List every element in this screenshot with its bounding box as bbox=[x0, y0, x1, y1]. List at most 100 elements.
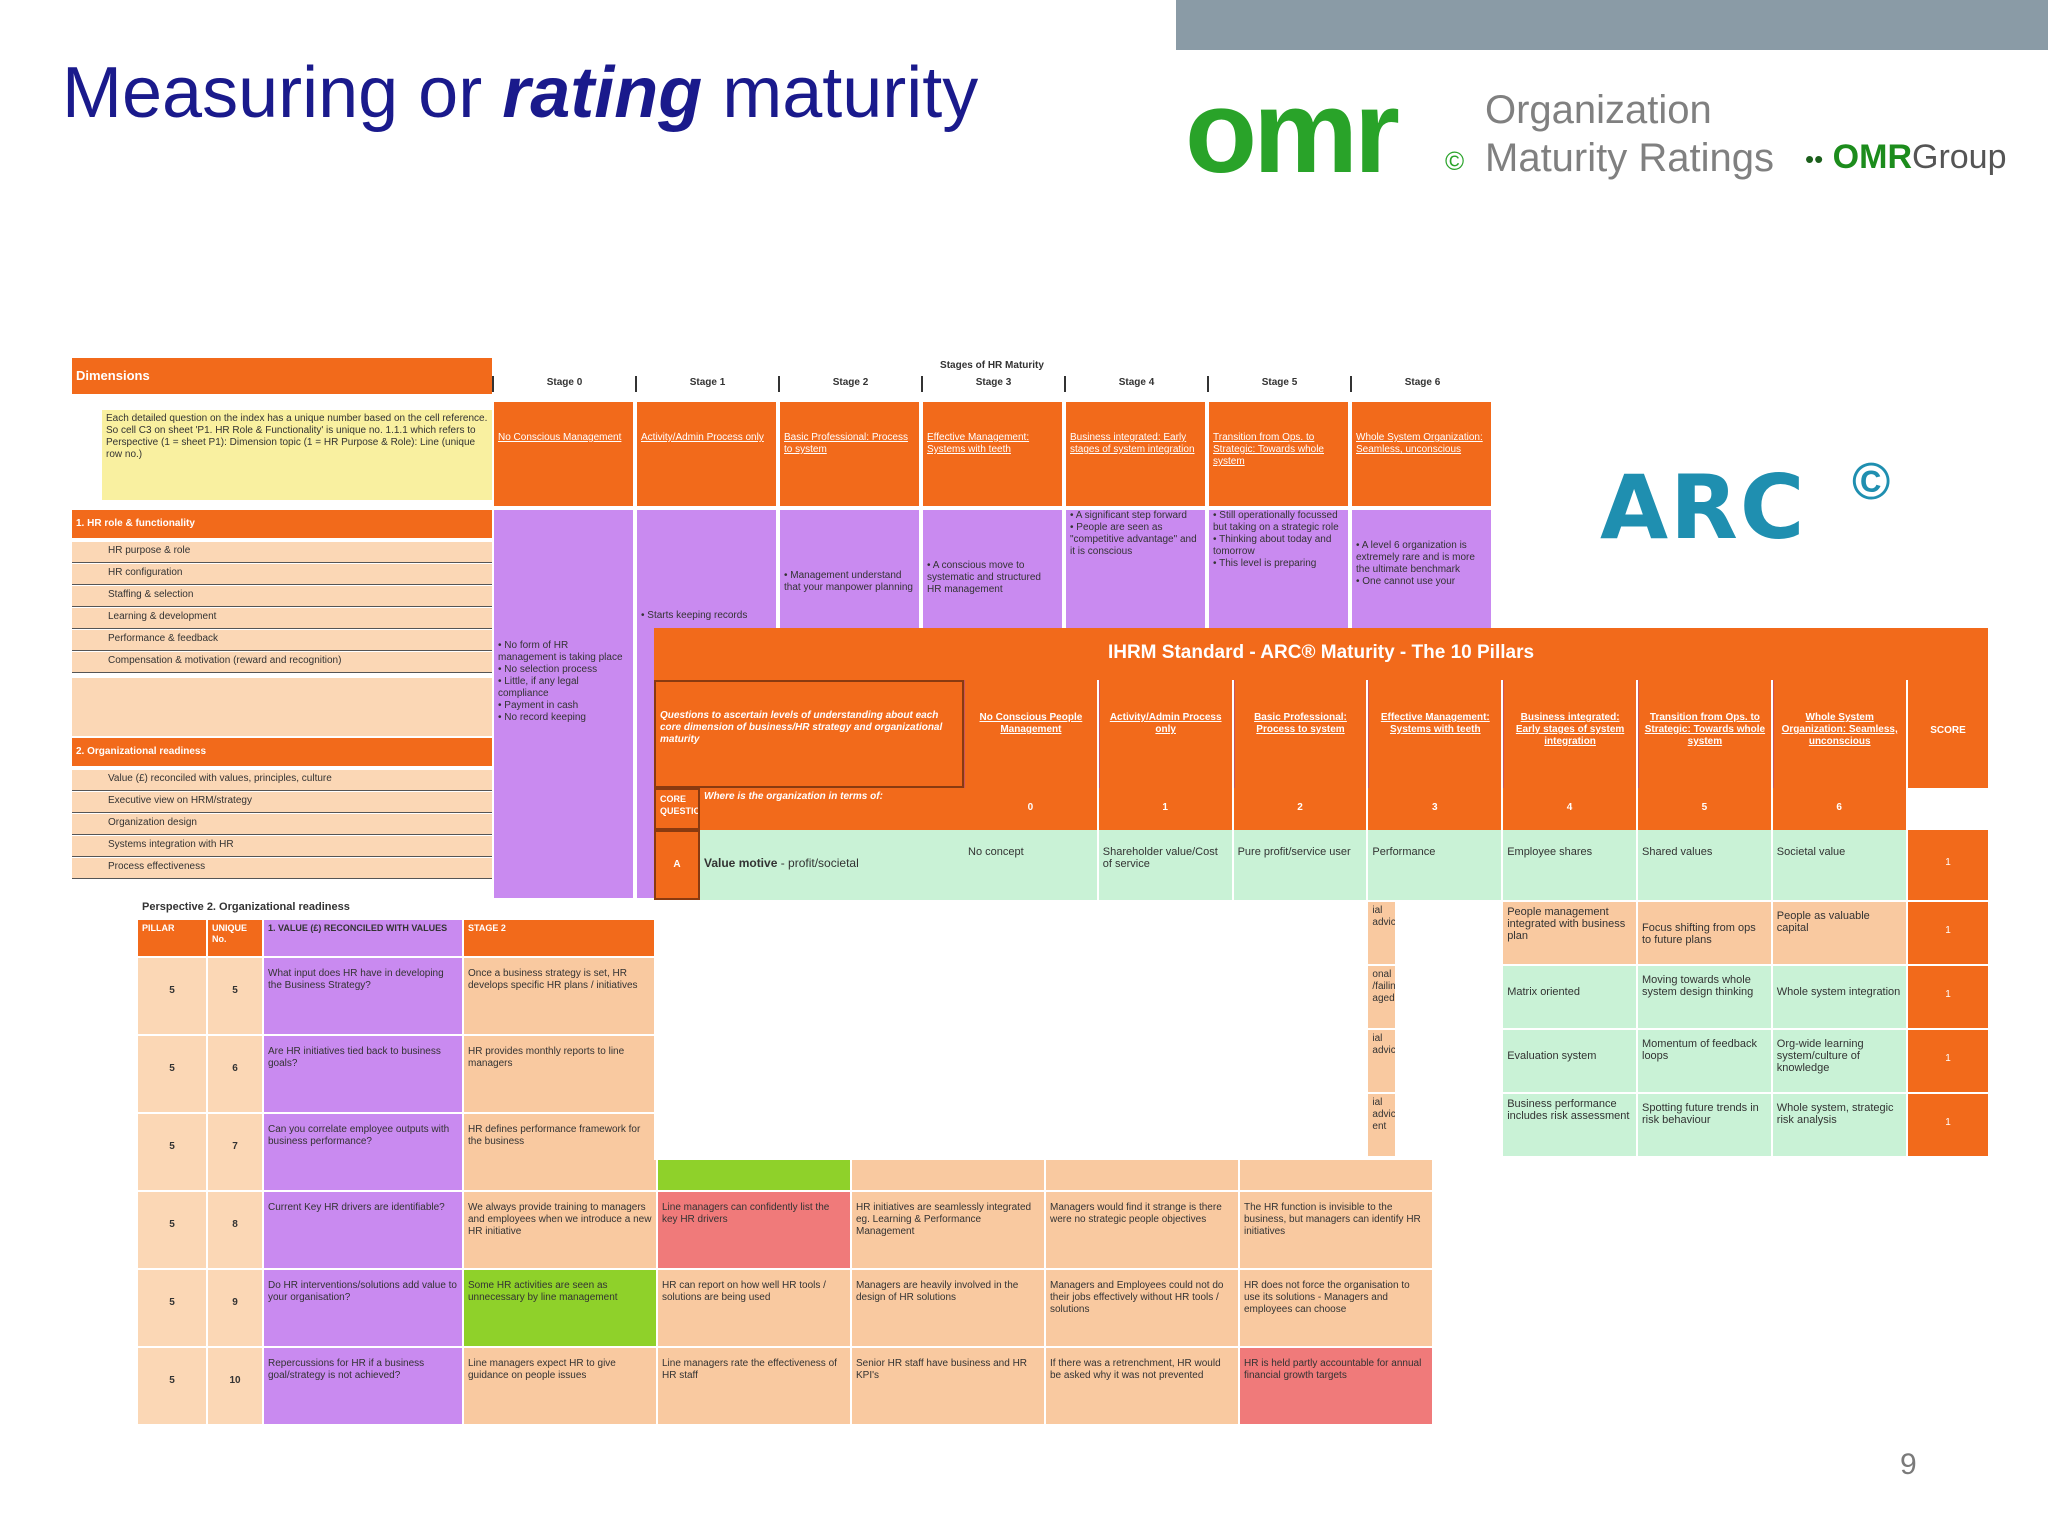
stage-header: Stage 2 bbox=[778, 376, 921, 392]
section2-item: Process effectiveness bbox=[72, 858, 492, 879]
row-label-bold: Value motive bbox=[704, 856, 778, 870]
section2-header: 2. Organizational readiness bbox=[72, 738, 492, 766]
pillar-extra-cell: Business performance includes risk asses… bbox=[1503, 1094, 1636, 1156]
persp-cell: 9 bbox=[208, 1270, 262, 1346]
pillar-row-value: Performance bbox=[1368, 830, 1502, 900]
section1-item: Staffing & selection bbox=[72, 586, 492, 607]
stage-name: Basic Professional: Process to system bbox=[780, 402, 919, 506]
persp-cell: Are HR initiatives tied back to business… bbox=[264, 1036, 462, 1112]
pillar-level: 0 bbox=[964, 788, 1097, 830]
title-emphasis: rating bbox=[502, 53, 703, 133]
persp-cell: 7 bbox=[208, 1114, 262, 1190]
stage-header: Stage 5 bbox=[1207, 376, 1350, 392]
persp-cell: 6 bbox=[208, 1036, 262, 1112]
title-text-2: maturity bbox=[702, 53, 979, 133]
persp-cell: If there was a retrenchment, HR would be… bbox=[1046, 1348, 1238, 1424]
persp-cell: 10 bbox=[208, 1348, 262, 1424]
score-cell: 1 bbox=[1908, 1030, 1988, 1092]
pillar-col-header: No Conscious People Management bbox=[964, 680, 1097, 788]
score-header: SCORE bbox=[1908, 680, 1988, 788]
persp-cell: 5 bbox=[138, 1348, 206, 1424]
header-band bbox=[1176, 0, 2048, 50]
pillar-extra-cell: People as valuable capital bbox=[1772, 902, 1906, 964]
score-cell: 1 bbox=[1908, 1094, 1988, 1156]
section2-item: Value (£) reconciled with values, princi… bbox=[72, 770, 492, 791]
persp-cell: Current Key HR drivers are identifiable? bbox=[264, 1192, 462, 1268]
stage-name: Activity/Admin Process only bbox=[637, 402, 776, 506]
persp-cell: We always provide training to managers a… bbox=[464, 1192, 656, 1268]
persp-cell: 8 bbox=[208, 1192, 262, 1268]
pillar-col-header: Effective Management: Systems with teeth bbox=[1368, 680, 1502, 788]
pillar-row-value: Shared values bbox=[1638, 830, 1771, 900]
title-text-1: Measuring or bbox=[62, 53, 503, 133]
pillar-row-value: Employee shares bbox=[1503, 830, 1636, 900]
section2-item: Executive view on HRM/strategy bbox=[72, 792, 492, 813]
persp-header-cell: UNIQUE No. bbox=[208, 920, 262, 956]
stage-header: Stage 1 bbox=[635, 376, 778, 392]
persp-header-cell: STAGE 2 bbox=[464, 920, 656, 956]
score-cell: 1 bbox=[1908, 902, 1988, 964]
persp-cell: 5 bbox=[138, 1192, 206, 1268]
pillar-row-value: Pure profit/service user bbox=[1233, 830, 1367, 900]
persp-cell: What input does HR have in developing th… bbox=[264, 958, 462, 1034]
persp-cell: 5 bbox=[138, 1270, 206, 1346]
stage-header: Stage 4 bbox=[1064, 376, 1207, 392]
persp-cell: 5 bbox=[138, 958, 206, 1034]
pillar-col-header: Activity/Admin Process only bbox=[1098, 680, 1232, 788]
pillar-col-header: Whole System Organization: Seamless, unc… bbox=[1772, 680, 1906, 788]
arc-copyright: © bbox=[1852, 453, 1891, 511]
section1-header: 1. HR role & functionality bbox=[72, 510, 492, 538]
core-label: CORE QUESTION bbox=[654, 788, 700, 830]
persp-cell: 5 bbox=[138, 1036, 206, 1112]
persp-cell: Line managers rate the effectiveness of … bbox=[658, 1348, 850, 1424]
persp-cell: Can you correlate employee outputs with … bbox=[264, 1114, 462, 1190]
omr-logo: omr © Organization Maturity Ratings •• O… bbox=[1185, 66, 2025, 198]
pillar-peek: onal /failings aged bbox=[1368, 966, 1396, 1028]
stage-header: Stage 6 bbox=[1350, 376, 1492, 392]
omr-group: •• OMRGroup bbox=[1805, 138, 2007, 177]
section2-item: Systems integration with HR bbox=[72, 836, 492, 857]
stage-name: Transition from Ops. to Strategic: Towar… bbox=[1209, 402, 1348, 506]
pillar-extra-cell: Matrix oriented bbox=[1503, 966, 1636, 1028]
persp-cell: 5 bbox=[208, 958, 262, 1034]
pillar-level: 3 bbox=[1368, 788, 1502, 830]
pillar-col-header: Business integrated: Early stages of sys… bbox=[1503, 680, 1636, 788]
persp-cell: The HR function is invisible to the busi… bbox=[1240, 1192, 1432, 1268]
omr-mark: omr bbox=[1185, 66, 1400, 198]
persp-cell: Once a business strategy is set, HR deve… bbox=[464, 958, 656, 1034]
pillar-extra-cell: Spotting future trends in risk behaviour bbox=[1638, 1094, 1771, 1156]
question-header: Questions to ascertain levels of underst… bbox=[654, 680, 964, 788]
omr-copyright: © bbox=[1445, 146, 1465, 176]
persp-cell: Line managers can confidently list the k… bbox=[658, 1192, 850, 1268]
persp-header-cell: PILLAR bbox=[138, 920, 206, 956]
pillar-extra-cell: People management integrated with busine… bbox=[1503, 902, 1636, 964]
stage-header: Stage 0 bbox=[492, 376, 635, 392]
pillar-extra-cell: Whole system integration bbox=[1772, 966, 1906, 1028]
stages-title: Stages of HR Maturity bbox=[940, 360, 1044, 371]
section1-item: HR configuration bbox=[72, 564, 492, 585]
pillar-row-value: Shareholder value/Cost of service bbox=[1098, 830, 1232, 900]
stage-name: Business integrated: Early stages of sys… bbox=[1066, 402, 1205, 506]
pillar-level: 5 bbox=[1638, 788, 1771, 830]
section1-item: HR purpose & role bbox=[72, 542, 492, 563]
persp-cell: Managers would find it strange is there … bbox=[1046, 1192, 1238, 1268]
pillar-col-header: Basic Professional: Process to system bbox=[1233, 680, 1367, 788]
pillar-extra-cell: Moving towards whole system design think… bbox=[1638, 966, 1771, 1028]
persp-cell: HR provides monthly reports to line mana… bbox=[464, 1036, 656, 1112]
persp-cell: HR is held partly accountable for annual… bbox=[1240, 1348, 1432, 1424]
page-number: 9 bbox=[1900, 1448, 1917, 1481]
arc-text: ARC bbox=[1600, 456, 1807, 559]
pillar-level: 1 bbox=[1098, 788, 1232, 830]
section1-item: Learning & development bbox=[72, 608, 492, 629]
pillar-extra-cell: Focus shifting from ops to future plans bbox=[1638, 902, 1771, 964]
persp-header-cell: 1. VALUE (£) RECONCILED WITH VALUES bbox=[264, 920, 462, 956]
row-letter: A bbox=[654, 830, 700, 900]
pillar-extra-cell: Evaluation system bbox=[1503, 1030, 1636, 1092]
persp-cell: Repercussions for HR if a business goal/… bbox=[264, 1348, 462, 1424]
stage-desc: • No form of HR management is taking pla… bbox=[494, 510, 633, 898]
persp-cell: HR can report on how well HR tools / sol… bbox=[658, 1270, 850, 1346]
pillar-row-value: Societal value bbox=[1772, 830, 1906, 900]
